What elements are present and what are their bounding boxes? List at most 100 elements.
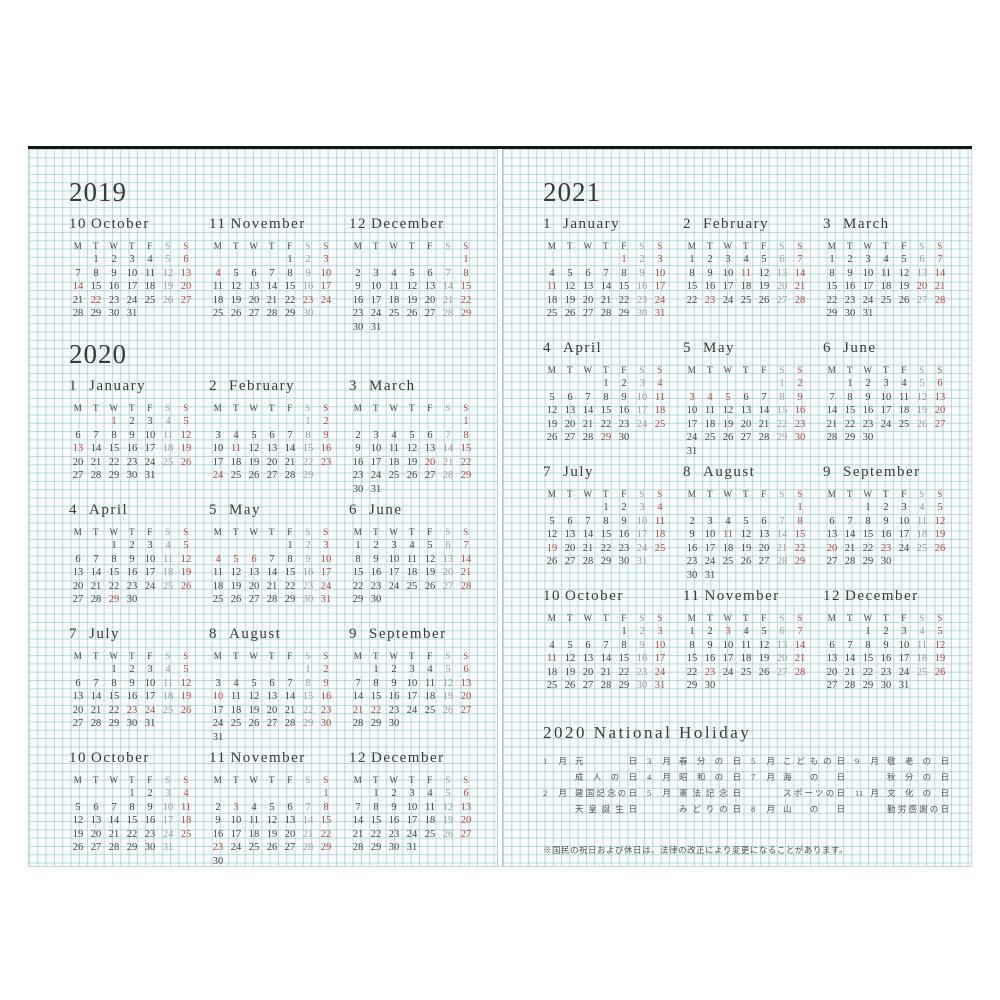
date-cell: 29 — [108, 594, 120, 605]
date-cell: 5 — [75, 801, 81, 813]
month-number: 4 — [69, 502, 78, 518]
date-cell: 6 — [743, 391, 749, 403]
weekday-label: T — [373, 775, 379, 785]
date-cell: 11 — [898, 391, 910, 403]
date-cell: 18 — [248, 828, 260, 840]
weekday-label: T — [129, 241, 135, 251]
date-cell: 14 — [442, 443, 454, 454]
date-cell: 21 — [776, 542, 788, 554]
date-cell: 11 — [162, 677, 174, 689]
date-cell: 7 — [287, 429, 293, 441]
holiday-entry: 4月 昭和の日 — [647, 772, 751, 782]
weekday-label: S — [305, 651, 311, 661]
date-cell: 27 — [564, 556, 576, 567]
month-number: 6 — [823, 340, 832, 356]
date-cell: 4 — [901, 378, 907, 389]
date-cell: 14 — [284, 691, 296, 702]
date-cell: 26 — [248, 470, 260, 481]
left-page-months: 2019 10 October M T W T F S S 1 2 3 4 5 6 7 8 9 10 11 12 13 14 1… — [69, 177, 497, 866]
date-cell: 8 — [603, 391, 609, 403]
weekday-label: M — [353, 775, 363, 785]
date-cell: 1 — [463, 416, 469, 427]
date-cell: 23 — [126, 456, 138, 468]
weekday-label: T — [93, 403, 99, 413]
date-cell: 29 — [370, 718, 382, 729]
date-cell: 11 — [212, 567, 224, 578]
month-grid: M T W T F S S 1 2 3 4 5 6 7 8 9 10 11 12 13 14 15 16 17 18 19 20 21… — [683, 488, 809, 582]
weekday-label: F — [427, 241, 433, 251]
date-cell: 21 — [844, 666, 856, 678]
empty-cell — [403, 253, 421, 267]
date-cell: 11 — [424, 801, 436, 813]
date-cell: 22 — [862, 542, 874, 554]
date-cell: 5 — [251, 677, 257, 689]
date-cell: 29 — [90, 308, 102, 319]
date-cell: 21 — [266, 580, 278, 592]
weekday-label: T — [269, 241, 275, 251]
holiday-month-label — [647, 804, 671, 814]
date-cell: 14 — [826, 405, 838, 416]
date-cell: 17 — [126, 281, 138, 292]
weekday-label: F — [901, 613, 907, 623]
empty-cell — [737, 377, 755, 391]
date-cell: 24 — [654, 666, 666, 678]
date-cell: 16 — [880, 529, 892, 540]
date-cell: 11 — [704, 405, 716, 416]
date-cell: 19 — [72, 828, 84, 840]
weekday-label: M — [73, 527, 83, 537]
date-cell: 17 — [370, 456, 382, 468]
date-cell: 13 — [266, 691, 278, 702]
date-cell: 20 — [776, 281, 788, 292]
date-cell: 22 — [794, 542, 806, 554]
holiday-column: 9月 敬老の日 秋分の日 11月 文化の日 勤労感謝の日 — [855, 756, 959, 820]
date-cell: 6 — [463, 788, 469, 799]
month-grid: M T W T F S S 1 2 3 4 5 6 7 8 9 10 11 12 13 14 15 16 17 18 19 20 21… — [209, 240, 335, 321]
date-cell: 9 — [111, 267, 117, 279]
date-cell: 27 — [826, 556, 838, 567]
date-cell: 15 — [90, 281, 102, 292]
empty-cell — [403, 415, 421, 429]
date-cell: 19 — [564, 294, 576, 306]
date-cell: 6 — [567, 391, 573, 403]
date-cell: 14 — [302, 815, 314, 826]
date-cell: 29 — [302, 470, 314, 481]
weekday-label: W — [109, 241, 119, 251]
date-cell: 2 — [797, 378, 803, 389]
date-cell: 27 — [180, 294, 192, 306]
date-cell: 21 — [90, 580, 102, 592]
weekday-label: M — [687, 489, 697, 499]
holiday-name: 昭和の日 — [679, 772, 741, 782]
holiday-section-title: 2020 National Holiday — [543, 723, 752, 742]
date-cell: 18 — [546, 666, 558, 678]
date-cell: 18 — [162, 691, 174, 702]
date-cell: 17 — [162, 815, 174, 826]
empty-cell — [841, 625, 859, 639]
month-header: 2 February — [209, 377, 335, 396]
date-cell: 4 — [233, 429, 239, 441]
date-cell: 24 — [898, 542, 910, 554]
date-cell: 14 — [108, 815, 120, 826]
empty-cell — [69, 663, 87, 677]
month-calendar: 11 November M T W T F S S 1 2 3 4 5 6 7 8 9 10 11 12 13 14 15 16… — [683, 587, 809, 699]
weekday-label: M — [213, 527, 223, 537]
empty-cell — [543, 377, 561, 391]
date-cell: 24 — [212, 718, 224, 729]
date-cell: 18 — [916, 529, 928, 540]
weekday-label: W — [723, 613, 733, 623]
empty-cell — [561, 377, 579, 391]
date-cell: 7 — [111, 801, 117, 813]
weekday-label: T — [743, 241, 749, 251]
weekday-label: W — [109, 651, 119, 661]
date-cell: 27 — [90, 842, 102, 853]
date-cell: 24 — [320, 294, 332, 306]
month-grid: M T W T F S S 1 2 3 4 5 6 7 8 9 10 11 12 13 14 15 16 17 18 19 20 21… — [69, 402, 195, 483]
date-cell: 13 — [284, 815, 296, 826]
date-cell: 24 — [862, 294, 874, 306]
date-cell: 3 — [147, 416, 153, 427]
page-gutter — [497, 149, 503, 866]
date-cell: 7 — [585, 391, 591, 403]
date-cell: 25 — [704, 432, 716, 443]
weekday-label: S — [639, 613, 645, 623]
date-cell: 3 — [165, 788, 171, 799]
date-cell: 14 — [284, 443, 296, 454]
